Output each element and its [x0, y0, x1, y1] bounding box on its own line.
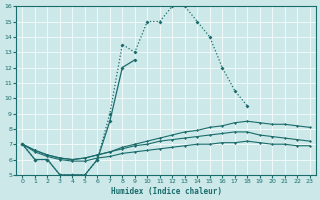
X-axis label: Humidex (Indice chaleur): Humidex (Indice chaleur): [110, 187, 221, 196]
